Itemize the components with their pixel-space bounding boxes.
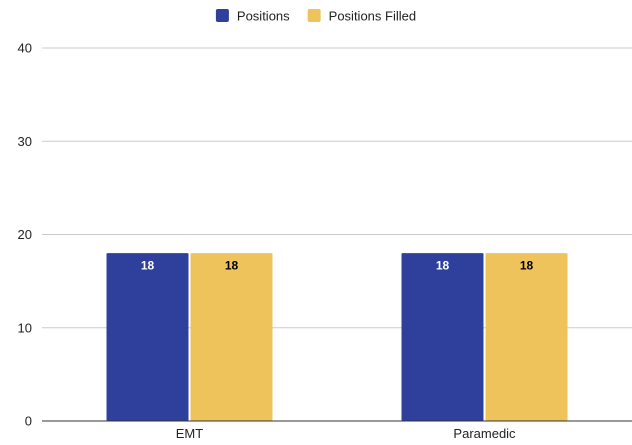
legend-label: Positions bbox=[237, 9, 290, 24]
bar-paramedic-positions bbox=[401, 253, 484, 421]
y-tick-label: 10 bbox=[18, 320, 32, 335]
data-label-emt-positions: 18 bbox=[141, 259, 155, 273]
legend-swatch bbox=[307, 9, 321, 22]
data-labels: 18 18 18 18 bbox=[141, 259, 534, 273]
bar-emt-positions bbox=[106, 253, 189, 421]
x-axis: EMT Paramedic bbox=[42, 420, 632, 441]
data-label-paramedic-positions-filled: 18 bbox=[520, 259, 534, 273]
bar-emt-positions-filled bbox=[190, 253, 273, 421]
bar-paramedic-positions-filled bbox=[485, 253, 568, 421]
bars bbox=[106, 253, 568, 421]
y-axis-ticks: 0 10 20 30 40 bbox=[18, 41, 32, 429]
legend-item-positions: Positions bbox=[215, 9, 290, 24]
x-tick-label-emt: EMT bbox=[176, 426, 204, 441]
data-label-paramedic-positions: 18 bbox=[436, 259, 450, 273]
data-label-emt-positions-filled: 18 bbox=[225, 259, 239, 273]
legend-item-positions-filled: Positions Filled bbox=[307, 9, 416, 24]
x-tick-label-paramedic: Paramedic bbox=[453, 426, 516, 441]
legend-swatch bbox=[215, 9, 229, 22]
y-tick-label: 30 bbox=[18, 134, 32, 149]
legend: Positions Positions Filled bbox=[215, 9, 416, 24]
y-tick-label: 20 bbox=[18, 227, 32, 242]
legend-label: Positions Filled bbox=[329, 9, 416, 24]
y-tick-label: 0 bbox=[25, 414, 32, 429]
y-tick-label: 40 bbox=[18, 41, 32, 56]
